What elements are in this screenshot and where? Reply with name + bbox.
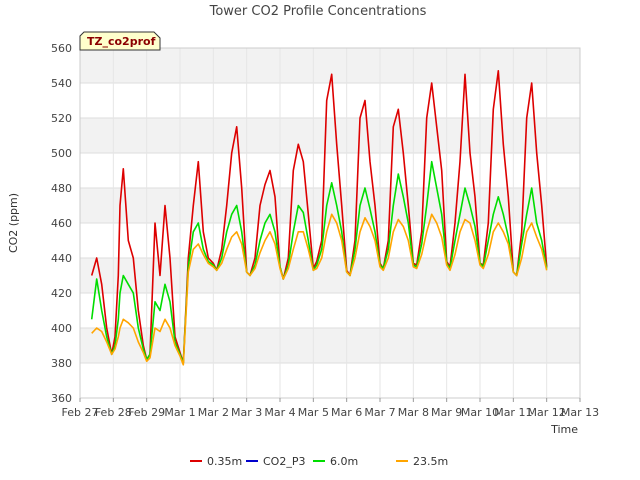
x-tick-label: Mar 4: [264, 406, 295, 419]
legend-label-co2-p3: CO2_P3: [263, 455, 305, 468]
y-tick-label: 360: [51, 392, 72, 405]
series-tag-box: [79, 31, 161, 51]
x-tick-label: Mar 8: [398, 406, 429, 419]
x-tick-label: Mar 10: [461, 406, 499, 419]
plot-frame: [79, 47, 581, 399]
x-tick-label: Mar 5: [298, 406, 329, 419]
y-axis-title: CO2 (ppm): [7, 193, 20, 253]
plot-band: [80, 258, 580, 293]
x-tick-label: Mar 6: [331, 406, 362, 419]
plot-band: [80, 118, 580, 153]
x-tick-label: Feb 29: [128, 406, 165, 419]
y-tick-label: 380: [51, 357, 72, 370]
legend-label-23-5m: 23.5m: [413, 455, 448, 468]
plot-band: [80, 48, 580, 83]
series-tag: TZ_co2prof: [79, 31, 161, 51]
x-tick-label: Mar 3: [231, 406, 262, 419]
series-line-6-0m: [90, 160, 548, 364]
y-tick-label: 400: [51, 322, 72, 335]
x-tick-label: Feb 27: [62, 406, 99, 419]
y-tick-label: 500: [51, 147, 72, 160]
y-tick-label: 480: [51, 182, 72, 195]
x-tick-label: Mar 12: [528, 406, 566, 419]
series-layer: [90, 70, 548, 366]
x-tick-label: Mar 11: [494, 406, 532, 419]
legend-label-0-35m: 0.35m: [207, 455, 242, 468]
legend-label-6-0m: 6.0m: [330, 455, 358, 468]
series-line-0-35m: [90, 70, 548, 364]
x-tick-label: Mar 13: [561, 406, 599, 419]
x-tick-label: Mar 9: [431, 406, 462, 419]
y-tick-label: 460: [51, 217, 72, 230]
y-tick-label: 520: [51, 112, 72, 125]
y-tick-label: 540: [51, 77, 72, 90]
chart-title: Tower CO2 Profile Concentrations: [209, 4, 427, 19]
legend: 0.35m CO2_P3 6.0m 23.5m: [190, 455, 448, 468]
x-tick-label: Mar 7: [364, 406, 395, 419]
plot-band: [80, 328, 580, 363]
x-tick-label: Mar 2: [198, 406, 229, 419]
x-tick-label: Feb 28: [95, 406, 132, 419]
series-tag-label: TZ_co2prof: [87, 35, 156, 48]
x-axis-title: Time: [550, 423, 578, 436]
y-tick-label: 560: [51, 42, 72, 55]
series-line-23-5m: [91, 213, 548, 366]
y-axis-ticks: 360 380 400 420 440 460 480 500 520 540 560: [51, 42, 72, 405]
y-tick-label: 420: [51, 287, 72, 300]
y-tick-label: 440: [51, 252, 72, 265]
x-tick-label: Mar 1: [164, 406, 195, 419]
